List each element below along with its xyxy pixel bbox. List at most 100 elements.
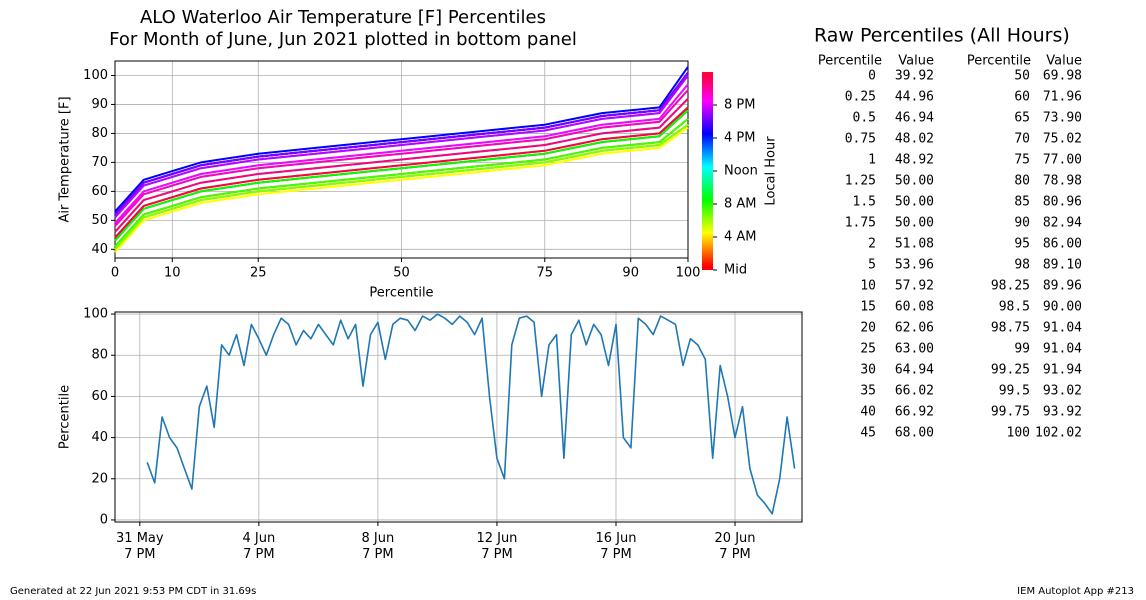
table-cell: 53.96	[895, 258, 934, 273]
table-cell: 62.06	[895, 321, 934, 336]
table-cell: 48.02	[895, 132, 934, 147]
table-cell: 30	[860, 363, 876, 378]
series-line	[146, 313, 796, 515]
table-cell: 66.92	[895, 405, 934, 420]
table-cell: 75	[1014, 153, 1030, 168]
table-cell: 89.10	[1043, 258, 1082, 273]
y-tick-label: 50	[91, 213, 108, 228]
table-header: Value	[1046, 54, 1082, 69]
x-tick-label: 50	[393, 266, 410, 281]
y-axis-label: Air Temperature [F]	[58, 96, 73, 222]
table-cell: 85	[1014, 195, 1030, 210]
table-cell: 99.25	[991, 363, 1030, 378]
table-cell: 93.92	[1043, 405, 1082, 420]
colorbar-tick-label: 4 AM	[724, 230, 757, 245]
table-cell: 91.04	[1043, 321, 1082, 336]
table-cell: 80.96	[1043, 195, 1082, 210]
table-cell: 80	[1014, 174, 1030, 189]
table-cell: 25	[860, 342, 876, 357]
table-cell: 68.00	[895, 426, 934, 441]
x-tick-label: 0	[111, 266, 119, 281]
x-tick-label: 100	[676, 266, 701, 281]
table-header: Percentile	[818, 54, 882, 69]
table-cell: 99	[1014, 342, 1030, 357]
table-cell: 1.75	[845, 216, 876, 231]
table-cell: 15	[860, 300, 876, 315]
x-tick-label: 20 Jun 7 PM	[714, 531, 756, 562]
y-tick-label: 100	[83, 68, 108, 83]
table-header: Percentile	[967, 54, 1031, 69]
y-tick-label: 90	[91, 97, 108, 112]
table-cell: 46.94	[895, 111, 934, 126]
table-cell: 10	[860, 279, 876, 294]
x-tick-label: 31 May 7 PM	[116, 531, 164, 562]
chart-title: ALO Waterloo Air Temperature [F] Percent…	[140, 7, 546, 28]
y-tick-label: 60	[91, 184, 108, 199]
series-line	[114, 126, 689, 253]
y-tick-label: 80	[91, 348, 108, 363]
x-tick-label: 90	[622, 266, 639, 281]
table-cell: 0.5	[853, 111, 876, 126]
series-line	[114, 123, 689, 250]
table-cell: 100	[1007, 426, 1030, 441]
table-cell: 1.5	[853, 195, 876, 210]
x-tick-label: 16 Jun 7 PM	[595, 531, 637, 562]
table-cell: 91.04	[1043, 342, 1082, 357]
table-cell: 71.96	[1043, 90, 1082, 105]
series-line	[114, 71, 689, 216]
table-cell: 48.92	[895, 153, 934, 168]
table-cell: 95	[1014, 237, 1030, 252]
series-line	[114, 109, 689, 242]
table-cell: 45	[860, 426, 876, 441]
table-cell: 39.92	[895, 69, 934, 84]
plot-frame	[114, 60, 689, 259]
footer-left: Generated at 22 Jun 2021 9:53 PM CDT in …	[10, 586, 256, 597]
chart-subtitle: For Month of June, Jun 2021 plotted in b…	[109, 29, 577, 50]
x-tick-label: 12 Jun 7 PM	[476, 531, 518, 562]
table-cell: 60	[1014, 90, 1030, 105]
table-cell: 102.02	[1035, 426, 1082, 441]
x-axis-label: Percentile	[369, 286, 433, 301]
table-cell: 50.00	[895, 174, 934, 189]
table-cell: 73.90	[1043, 111, 1082, 126]
series-line	[114, 97, 689, 233]
table-cell: 2	[868, 237, 876, 252]
table-cell: 98.25	[991, 279, 1030, 294]
table-cell: 57.92	[895, 279, 934, 294]
y-axis-label: Percentile	[58, 385, 73, 449]
series-line	[114, 118, 689, 248]
table-cell: 91.94	[1043, 363, 1082, 378]
table-cell: 5	[868, 258, 876, 273]
x-tick-label: 25	[250, 266, 267, 281]
table-cell: 99.5	[999, 384, 1030, 399]
series-line	[114, 66, 689, 213]
y-tick-label: 60	[91, 389, 108, 404]
y-tick-label: 40	[91, 242, 108, 257]
colorbar-tick-label: 4 PM	[724, 131, 755, 146]
table-cell: 1.25	[845, 174, 876, 189]
table-cell: 86.00	[1043, 237, 1082, 252]
table-header: Value	[898, 54, 934, 69]
table-cell: 70	[1014, 132, 1030, 147]
table-cell: 82.94	[1043, 216, 1082, 231]
y-tick-label: 0	[100, 512, 108, 527]
y-tick-label: 100	[83, 307, 108, 322]
series-line	[114, 83, 689, 224]
x-tick-label: 4 Jun 7 PM	[242, 531, 276, 562]
table-cell: 90	[1014, 216, 1030, 231]
y-tick-label: 70	[91, 155, 108, 170]
x-tick-label: 75	[536, 266, 553, 281]
table-cell: 65	[1014, 111, 1030, 126]
y-tick-label: 20	[91, 471, 108, 486]
table-cell: 0	[868, 69, 876, 84]
table-cell: 75.02	[1043, 132, 1082, 147]
y-tick-label: 40	[91, 430, 108, 445]
table-cell: 66.02	[895, 384, 934, 399]
footer-right: IEM Autoplot App #213	[1017, 586, 1134, 597]
colorbar-tick-label: Mid	[724, 263, 747, 278]
table-cell: 90.00	[1043, 300, 1082, 315]
table-title: Raw Percentiles (All Hours)	[814, 25, 1070, 47]
series-line	[114, 106, 689, 239]
